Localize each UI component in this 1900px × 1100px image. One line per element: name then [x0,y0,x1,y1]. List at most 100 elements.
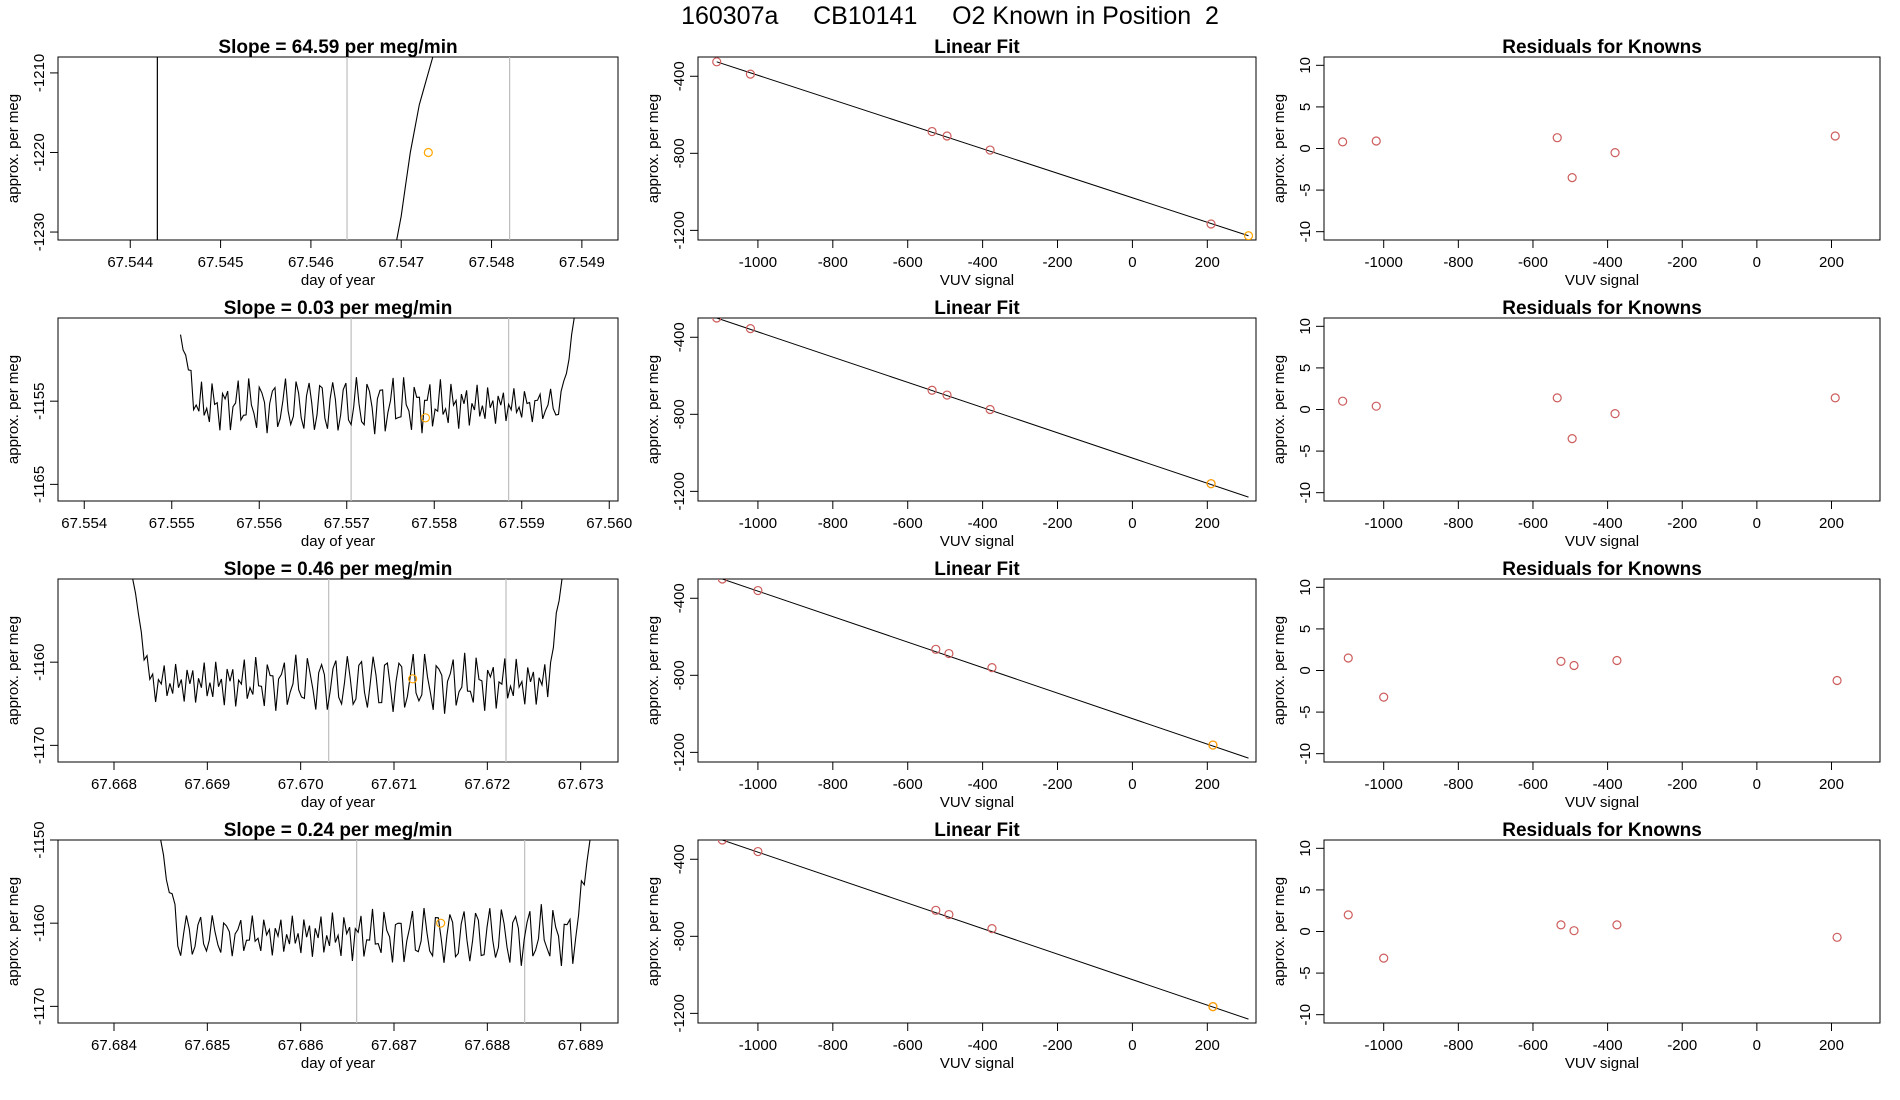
x-tick-label: 0 [1128,776,1136,793]
x-tick-label: 200 [1819,1037,1844,1054]
plot-frame [1323,578,1881,763]
y-tick-label: -800 [671,399,688,429]
known-point [717,840,727,845]
y-tick-label: 10 [1297,579,1314,596]
x-tick-label: 67.673 [558,776,604,793]
x-tick-label: -400 [968,254,998,271]
residual-point [1338,396,1348,406]
residual-point [1569,926,1579,936]
y-tick-label: -1160 [31,905,48,942]
sample-point [1206,479,1216,489]
plot-frame [57,578,619,763]
panel-title: Slope = 0.46 per meg/min [224,559,453,580]
residual-point [1556,920,1566,930]
residual-point [1343,910,1353,920]
x-tick-label: 200 [1195,254,1220,271]
x-axis-label: VUV signal [940,272,1014,289]
x-tick-label: -600 [1518,776,1548,793]
x-tick-label: -1000 [1365,254,1403,271]
signal-trace [396,57,434,240]
known-point [717,579,727,584]
y-tick-label: -1150 [31,821,48,858]
y-tick-label: -1230 [31,213,48,251]
y-tick-label: 0 [1297,666,1314,674]
known-point [942,390,952,400]
y-tick-label: -800 [671,660,688,690]
residual-point [1552,133,1562,143]
plot-frame [57,839,619,1024]
panel-linear_fit-row-2: Linear Fit -1000 -800 -600 -400 -200 0 200 -400 -… [645,298,1257,550]
panel-title: Slope = 64.59 per meg/min [218,37,457,58]
y-axis-label: approx. per meg [1271,616,1288,725]
y-tick-label: 10 [1297,57,1314,74]
x-tick-label: -1000 [1365,1037,1403,1054]
residual-point [1569,660,1579,671]
y-tick-label: -400 [671,61,688,91]
fit-line [722,579,1249,759]
residual-point [1832,932,1842,942]
plot-frame [1323,317,1881,502]
y-tick-label: 10 [1297,318,1314,335]
x-axis-label: VUV signal [940,533,1014,550]
residual-point [1567,173,1577,183]
x-tick-label: 67.555 [149,515,195,532]
x-tick-label: -200 [1667,515,1697,532]
panel-time_series-row-2: Slope = 0.03 per meg/min 67.554 67.555 67.5… [5,298,632,550]
x-tick-label: -1000 [739,776,777,793]
known-point [944,909,954,920]
x-tick-label: 67.544 [107,254,153,271]
residual-point [1371,401,1381,411]
panel-title: Linear Fit [934,559,1020,580]
x-tick-label: -800 [818,776,848,793]
y-tick-label: -10 [1297,1004,1314,1026]
panel-residuals-row-2: Residuals for Knowns-1000 -800 -600 -400 -20… [1271,298,1881,550]
x-tick-label: 67.548 [469,254,515,271]
residual-point [1830,393,1840,403]
y-tick-label: 0 [1297,927,1314,935]
residual-point [1612,655,1622,666]
x-tick-label: -1000 [1365,515,1403,532]
data-layer [1338,131,1840,183]
residual-point [1343,653,1353,663]
fit-line [716,318,1249,498]
x-tick-label: 67.560 [586,515,632,532]
residual-point [1556,656,1566,666]
x-axis-label: VUV signal [1565,1055,1639,1072]
x-tick-label: -400 [1593,1037,1623,1054]
data-layer [156,57,511,240]
x-tick-label: 200 [1819,254,1844,271]
x-tick-label: -800 [1443,1037,1473,1054]
known-point [931,644,941,654]
x-tick-label: -800 [1443,515,1473,532]
x-axis-label: VUV signal [940,794,1014,811]
x-tick-label: -400 [968,776,998,793]
x-tick-label: 67.559 [499,515,545,532]
y-axis-label: approx. per meg [645,355,662,464]
panel-linear_fit-row-1: Linear Fit -1000 -800 -600 -400 -200 0 200 -400 -… [645,37,1257,289]
x-tick-label: 67.686 [278,1037,324,1054]
panel-title: Slope = 0.24 per meg/min [224,820,453,841]
panel-title: Linear Fit [934,298,1020,319]
x-tick-label: -600 [893,1037,923,1054]
y-tick-label: 10 [1297,840,1314,857]
x-axis-label: day of year [301,533,375,550]
y-tick-label: -1170 [31,988,48,1025]
data-layer [712,318,1249,498]
residual-point [1552,393,1562,403]
x-tick-label: -400 [1593,515,1623,532]
x-tick-label: 200 [1819,776,1844,793]
panel-title: Linear Fit [934,820,1020,841]
x-tick-label: -1000 [739,1037,777,1054]
sample-point [1243,231,1254,240]
data-layer [179,318,575,501]
known-point [942,131,952,141]
y-tick-label: -5 [1297,705,1314,718]
x-tick-label: -200 [1043,1037,1073,1054]
panel-title: Residuals for Knowns [1502,559,1702,580]
x-tick-label: -1000 [739,254,777,271]
data-layer [1343,910,1842,963]
plot-frame [697,578,1257,763]
x-tick-label: 67.558 [411,515,457,532]
plot-frame [1323,56,1881,241]
y-axis-label: approx. per meg [1271,94,1288,203]
